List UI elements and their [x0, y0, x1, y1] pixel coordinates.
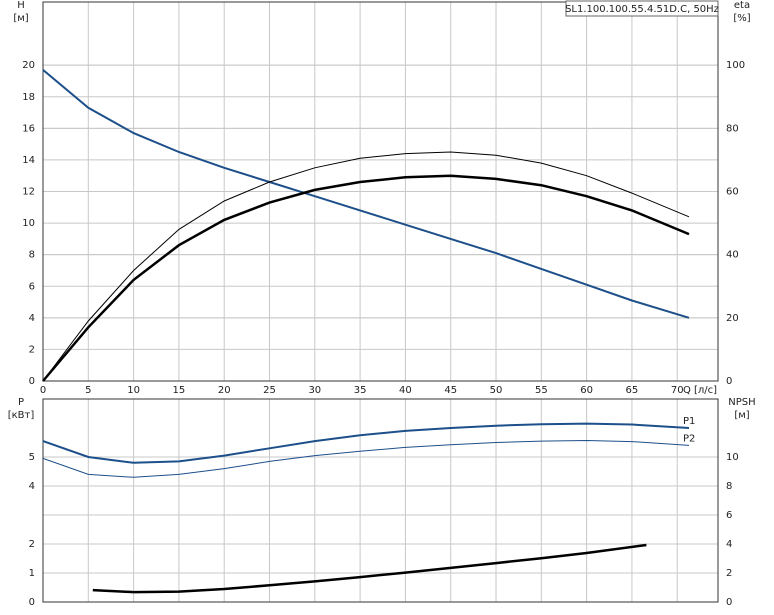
curve [42, 174, 690, 382]
y2-axis-unit: [м] [734, 410, 749, 421]
x-tick-label: 60 [580, 385, 593, 396]
y-tick-label: 0 [29, 597, 35, 608]
y-tick-label: 2 [29, 539, 35, 550]
x-tick-label: 35 [354, 385, 367, 396]
y-tick-label: 10 [22, 218, 35, 229]
x-tick-label: 40 [399, 385, 412, 396]
y-tick-label: 4 [29, 313, 35, 324]
x-tick-label: 15 [173, 385, 186, 396]
y2-tick-label: 0 [726, 597, 732, 608]
curve [42, 439, 690, 478]
curve [42, 69, 690, 319]
y2-tick-label: 10 [726, 452, 739, 463]
plot-frame [42, 1, 719, 382]
y-tick-label: 12 [22, 187, 35, 198]
x-tick-label: 65 [626, 385, 639, 396]
x-tick-label: 0 [40, 385, 46, 396]
y-axis-unit: [м] [13, 13, 28, 24]
y-tick-label: 18 [22, 92, 35, 103]
y2-tick-label: 40 [726, 250, 739, 261]
y-axis-label: H [17, 0, 25, 11]
x-tick-label: 5 [85, 385, 91, 396]
y-tick-label: 2 [29, 344, 35, 355]
curve-label: P2 [683, 433, 695, 444]
curve [42, 151, 690, 382]
y2-tick-label: 2 [726, 568, 732, 579]
x-tick-label: 70 [671, 385, 684, 396]
curve [42, 422, 690, 464]
y2-tick-label: 8 [726, 481, 732, 492]
y2-tick-label: 80 [726, 123, 739, 134]
y2-axis-label: NPSH [728, 397, 755, 408]
y-tick-label: 5 [29, 452, 35, 463]
y-tick-label: 16 [22, 123, 35, 134]
legend-box [565, 0, 719, 17]
y-tick-label: 6 [29, 281, 35, 292]
y2-tick-label: 0 [726, 376, 732, 387]
y-tick-label: 4 [29, 481, 35, 492]
legend-text: SL1.100.100.55.4.51D.C, 50Hz [565, 4, 719, 15]
y-tick-label: 0 [29, 376, 35, 387]
y-tick-label: 14 [22, 155, 35, 166]
x-tick-label: 20 [218, 385, 231, 396]
x-tick-label: 50 [490, 385, 503, 396]
y-axis-label: P [18, 397, 24, 408]
y2-tick-label: 20 [726, 313, 739, 324]
y-axis-unit: [кВт] [8, 410, 35, 421]
x-tick-label: 55 [535, 385, 548, 396]
y2-axis-unit: [%] [733, 13, 750, 24]
x-tick-label: 45 [444, 385, 457, 396]
x-tick-label: 30 [308, 385, 321, 396]
x-tick-label: 10 [127, 385, 140, 396]
y-tick-label: 1 [29, 568, 35, 579]
plot-frame [42, 398, 719, 603]
x-tick-label: 25 [263, 385, 276, 396]
curve [92, 543, 647, 594]
curve-label: P1 [683, 416, 695, 427]
y2-tick-label: 6 [726, 510, 732, 521]
y2-axis-label: eta [734, 0, 750, 11]
y2-tick-label: 4 [726, 539, 732, 550]
x-axis-label: Q [л/с] [683, 385, 717, 396]
y-tick-label: 20 [22, 60, 35, 71]
y2-tick-label: 100 [726, 60, 745, 71]
y2-tick-label: 60 [726, 187, 739, 198]
y-tick-label: 8 [29, 250, 35, 261]
